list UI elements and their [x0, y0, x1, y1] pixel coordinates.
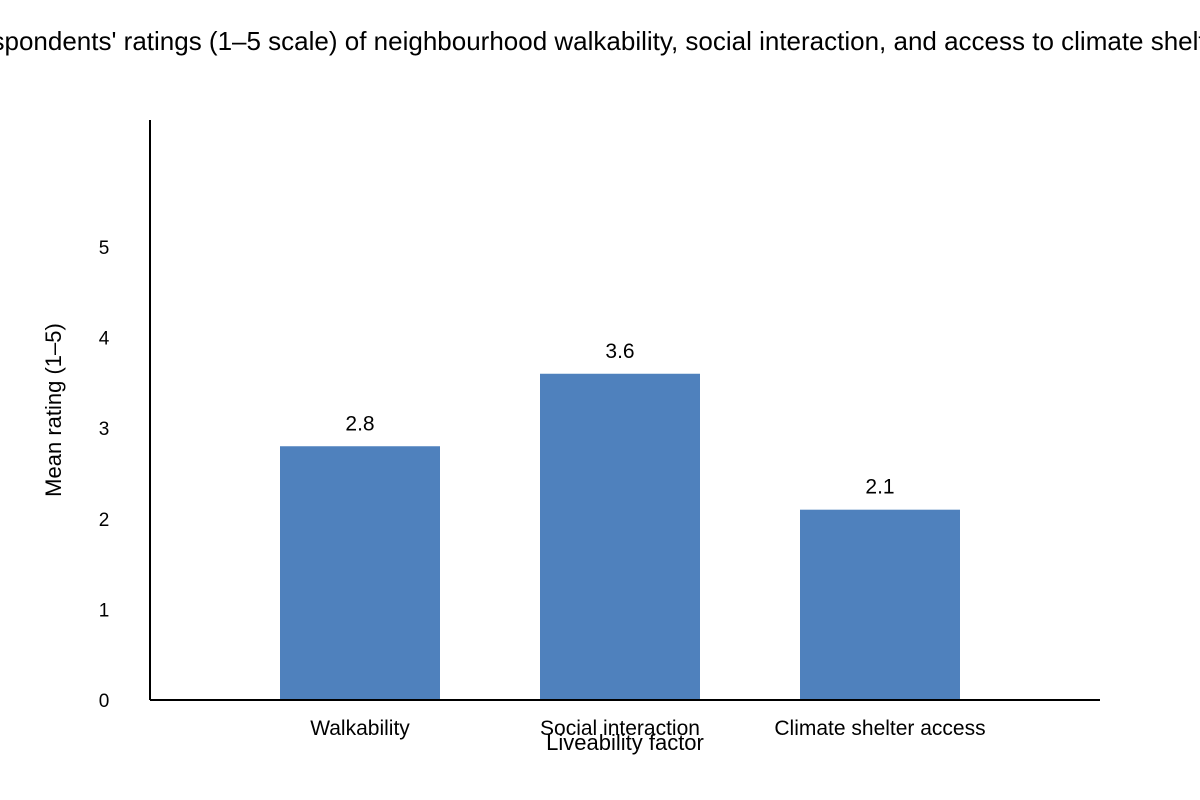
y-tick-label: 3: [99, 419, 110, 440]
y-tick-label: 0: [99, 691, 110, 712]
chart-title: Respondents' ratings (1–5 scale) of neig…: [0, 26, 1200, 56]
x-category-label: Climate shelter access: [774, 717, 985, 740]
x-category-label: Social interaction: [540, 717, 700, 740]
bar-value-label: 2.8: [345, 412, 374, 435]
bar-value-label: 2.1: [865, 476, 894, 499]
y-tick-label: 5: [99, 238, 110, 259]
y-tick-label: 2: [99, 510, 110, 531]
x-category-label: Walkability: [310, 717, 410, 740]
bar: [280, 446, 440, 700]
y-tick-label: 4: [99, 329, 110, 350]
x-axis-category-labels: Walkability Social interaction Climate she…: [310, 717, 985, 740]
bar: [540, 373, 700, 700]
bar: [800, 509, 960, 700]
data-labels-group: 2.8 3.6 2.1: [345, 340, 894, 499]
bars-group: [280, 373, 960, 700]
x-axis-label: Liveability factor: [546, 730, 704, 755]
bar-value-label: 3.6: [605, 340, 634, 363]
y-tick-label: 1: [99, 600, 110, 621]
y-axis-ticks: 0 1 2 3 4 5: [99, 238, 110, 712]
y-axis-label: Mean rating (1–5): [41, 323, 66, 497]
